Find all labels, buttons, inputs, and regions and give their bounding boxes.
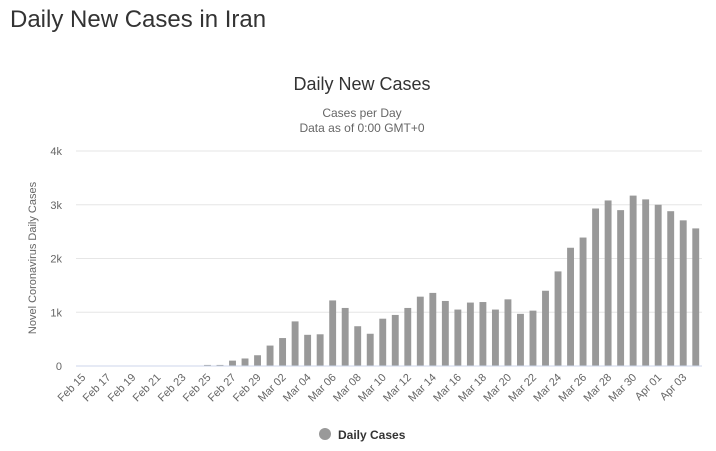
bar[interactable] (629, 195, 637, 366)
bar[interactable] (216, 364, 224, 366)
bar[interactable] (479, 302, 487, 366)
bar[interactable] (491, 309, 499, 366)
bar[interactable] (241, 358, 249, 366)
bar[interactable] (667, 211, 675, 366)
chart-subtitle-line2: Data as of 0:00 GMT+0 (299, 121, 424, 135)
bar[interactable] (366, 333, 374, 366)
chart-title: Daily New Cases (293, 74, 430, 94)
page-heading: Daily New Cases in Iran (10, 6, 267, 33)
x-tick-label: Mar 30 (607, 372, 640, 405)
x-tick-label: Apr 03 (658, 372, 689, 403)
bar[interactable] (204, 364, 211, 366)
bar[interactable] (604, 200, 612, 366)
bar[interactable] (291, 321, 299, 366)
legend-item-daily-cases[interactable]: Daily Cases (338, 428, 406, 442)
bar[interactable] (554, 271, 562, 366)
bar[interactable] (341, 307, 349, 366)
bar[interactable] (567, 247, 574, 366)
bar[interactable] (466, 302, 474, 366)
x-tick-label: Apr 01 (633, 372, 664, 403)
y-axis-title: Novel Coronavirus Daily Cases (27, 181, 39, 334)
bar[interactable] (379, 318, 387, 366)
y-tick-label: 3k (50, 200, 62, 212)
bar[interactable] (579, 237, 587, 366)
bar[interactable] (329, 300, 337, 366)
bar[interactable] (679, 220, 687, 366)
bar[interactable] (517, 313, 524, 366)
bar[interactable] (542, 290, 549, 366)
legend-marker (319, 428, 331, 440)
bar[interactable] (454, 309, 462, 366)
bar[interactable] (592, 208, 600, 366)
y-tick-label: 2k (50, 254, 62, 266)
bar[interactable] (441, 300, 449, 366)
bar[interactable] (642, 199, 650, 367)
bar[interactable] (416, 296, 424, 366)
legend[interactable]: Daily Cases (319, 428, 406, 442)
y-tick-label: 1k (50, 307, 62, 319)
bar[interactable] (304, 334, 312, 366)
bar[interactable] (692, 228, 700, 366)
bar[interactable] (316, 334, 324, 366)
bar[interactable] (617, 210, 625, 367)
bar[interactable] (429, 292, 437, 366)
y-tick-label: 0 (56, 361, 62, 373)
bar[interactable] (266, 345, 274, 366)
bar[interactable] (229, 360, 236, 367)
bar[interactable] (391, 314, 399, 366)
chart-subtitle-line1: Cases per Day (322, 106, 401, 120)
bar[interactable] (279, 338, 287, 366)
bar[interactable] (254, 355, 261, 366)
bar[interactable] (504, 299, 512, 366)
y-tick-labels: 0 1k 2k 3k 4k (50, 146, 62, 373)
bar[interactable] (654, 204, 662, 366)
bar[interactable] (354, 326, 362, 366)
y-tick-label: 4k (50, 146, 62, 158)
bar[interactable] (404, 307, 412, 366)
bar[interactable] (529, 310, 537, 366)
bars (204, 195, 700, 367)
